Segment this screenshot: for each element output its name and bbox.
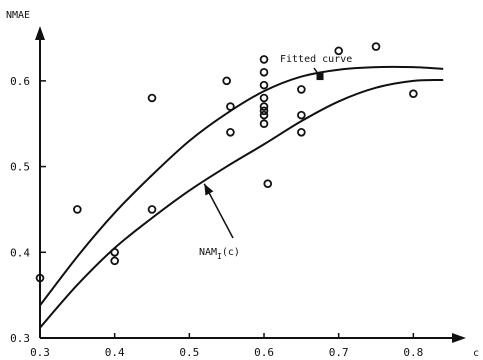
y-tick-label: 0.6 (10, 75, 30, 88)
data-point (334, 46, 343, 56)
data-point (259, 55, 269, 64)
y-tick-label: 0.4 (10, 246, 30, 259)
data-point (226, 102, 235, 111)
data-point (259, 102, 269, 111)
x-tick-label: 0.3 (30, 346, 50, 359)
data-points (35, 42, 418, 283)
x-tick-label: 0.8 (403, 346, 423, 359)
fitted-curve-line (39, 65, 444, 307)
nam-label-main: NAM (199, 247, 217, 258)
x-axis-arrow-icon (452, 333, 466, 343)
nam-curve-line (39, 78, 444, 329)
y-axis-label: NMAE (6, 10, 30, 21)
data-point (147, 93, 157, 103)
y-ticks: 0.3 0.4 0.5 0.6 (10, 75, 46, 345)
curves (39, 65, 444, 329)
data-point (259, 67, 269, 77)
data-point (222, 76, 231, 86)
data-point (259, 106, 269, 116)
x-tick-label: 0.4 (105, 346, 125, 359)
fitted-curve-label: Fitted curve (280, 54, 352, 65)
fitted-curve-marker (316, 73, 324, 81)
data-point (226, 127, 235, 137)
data-point (147, 205, 157, 214)
data-point (371, 42, 381, 51)
data-point (35, 273, 45, 283)
x-tick-label: 0.7 (329, 346, 349, 359)
data-point (259, 93, 269, 103)
x-tick-label: 0.5 (179, 346, 199, 359)
data-point (409, 89, 418, 99)
y-axis-arrow-icon (35, 26, 45, 40)
data-point (259, 119, 269, 129)
x-ticks: 0.3 0.4 0.5 0.6 0.7 0.8 (30, 333, 423, 359)
y-tick-label: 0.5 (10, 161, 30, 174)
data-point (259, 110, 269, 120)
x-tick-label: 0.6 (254, 346, 274, 359)
y-tick-label: 0.3 (10, 332, 30, 345)
nam-label-sub: I (217, 252, 222, 261)
data-point (263, 179, 273, 189)
data-point (297, 127, 306, 137)
nam-arrow-icon (204, 183, 214, 196)
x-axis-label: c (473, 348, 479, 359)
data-point (73, 205, 82, 214)
data-point (259, 80, 269, 90)
data-point (297, 110, 306, 120)
nam-curve-label: NAMI(c) (199, 247, 240, 261)
data-point (110, 247, 119, 257)
data-point (110, 256, 119, 266)
nam-label-tail: (c) (222, 247, 240, 258)
data-point (297, 85, 306, 94)
